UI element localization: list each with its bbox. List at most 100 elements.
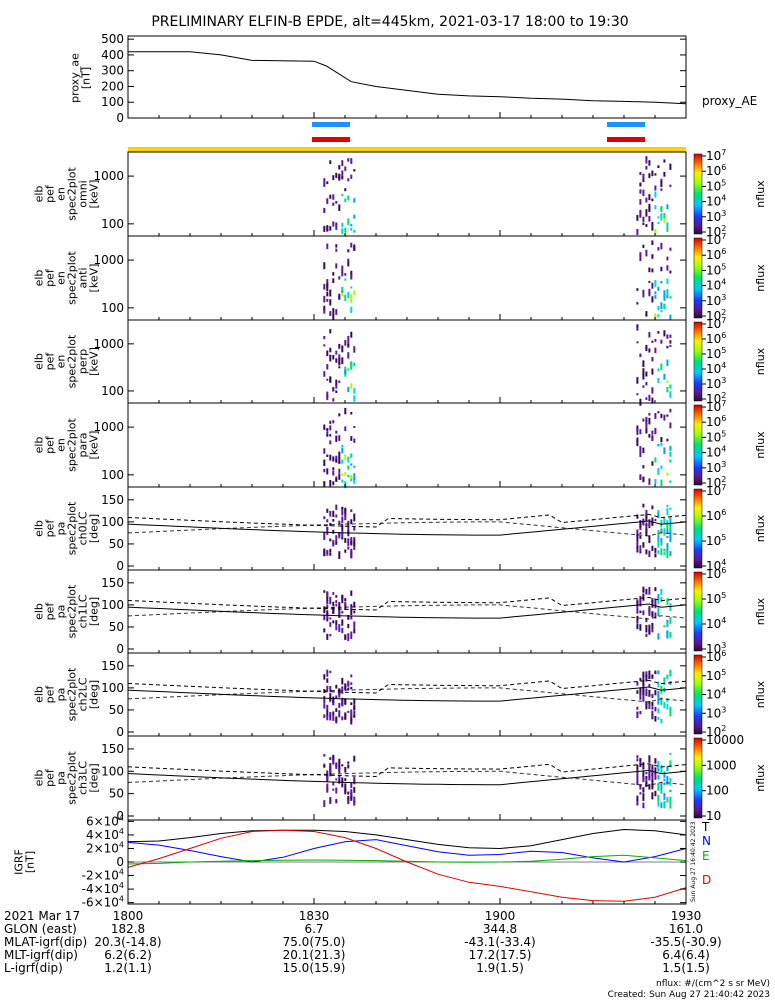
spectrogram-pixel [645, 346, 648, 352]
spectrogram-pixel [651, 296, 654, 303]
spectrogram-pixel [657, 535, 660, 542]
spectrogram-pixel [329, 425, 332, 431]
spectrogram-pixel [648, 394, 651, 401]
spectrogram-pixel [326, 428, 329, 431]
ae-ytick-label: 100 [101, 95, 124, 109]
spectrogram-pixel [666, 598, 669, 605]
spectrogram-pixel [338, 174, 341, 181]
spectrogram-pixel [338, 702, 341, 708]
spectrogram-pixel [654, 612, 657, 619]
ae-ytick-label: 0 [116, 111, 124, 125]
spectrogram-pixel [326, 527, 329, 530]
x-axis-info: 2021 Mar 17 1800 1830 1900 1930 GLON (east) 18… [4, 909, 722, 975]
spectrogram-pixel [669, 459, 672, 463]
spectrogram-pixel [666, 256, 669, 261]
spectrogram-pixel [323, 615, 326, 621]
spectrogram-pixel [344, 766, 347, 773]
anti-loss-cone-line [127, 679, 687, 694]
footer-created: Created: Sun Aug 27 21:40:42 2023 [608, 990, 770, 1000]
spectrogram-pixel [654, 228, 657, 235]
spectrogram-pixel [666, 535, 669, 539]
spectrogram-pixel [654, 518, 657, 522]
spectrogram-pixel [666, 334, 669, 339]
spectrogram-pixel [326, 669, 329, 677]
spectrogram-pixel [666, 359, 669, 366]
spectrogram-pixel [353, 362, 356, 366]
spectrogram-pixel [642, 447, 645, 453]
spectrogram-pixel [353, 715, 356, 718]
spectrogram-pixel [347, 546, 350, 550]
colorbar-tick-label: 102 [706, 224, 726, 239]
spec_para-frame [127, 402, 687, 488]
spectrogram-pixel [326, 181, 329, 185]
spectrogram-pixel [350, 296, 353, 303]
colorbar [693, 153, 703, 235]
spectrogram-pixel [660, 280, 663, 284]
spectrogram-pixel [648, 194, 651, 201]
spectrogram-pixel [651, 710, 654, 719]
spectrogram-pixel [332, 272, 335, 276]
spectrogram-pixel [347, 799, 350, 804]
spectrogram-pixel [663, 778, 666, 782]
spectrogram-pixel [332, 420, 335, 424]
spectrogram-pixel [332, 175, 335, 181]
spectrogram-pixel [645, 209, 648, 212]
spectrogram-pixel [663, 217, 666, 223]
spectrogram-pixel [654, 313, 657, 320]
pa-ytick-label: 100 [101, 515, 124, 529]
spectrogram-pixel [323, 606, 326, 614]
spectrogram-pixel [329, 548, 332, 553]
spectrogram-pixel [335, 358, 338, 363]
spectrogram-pixel [666, 345, 669, 349]
colorbar-tick-label: 106 [706, 331, 726, 346]
spectrogram-pixel [639, 189, 642, 194]
spectrogram-pixel [651, 770, 654, 777]
spectrogram-pixel [338, 691, 341, 698]
spectrogram-pixel [335, 542, 338, 545]
spectrogram-pixel [669, 632, 672, 638]
colorbar-tick-label: 107 [706, 316, 726, 331]
spectrogram-pixel [347, 710, 350, 713]
spec_perp-ylabel-line: perp [77, 349, 90, 374]
colorbar-label: nflux [754, 431, 767, 459]
spectrogram-pixel [332, 308, 335, 315]
spectrogram-pixel [654, 279, 657, 285]
spec_omni-ylabel-line: pef [44, 184, 57, 203]
spectrogram-pixel [642, 687, 645, 695]
spectrogram-pixel [335, 540, 338, 544]
ae-series-line [128, 51, 687, 105]
spectrogram-pixel [663, 771, 666, 778]
spectrogram-pixel [344, 549, 347, 553]
spectrogram-pixel [353, 395, 356, 402]
x-axis-row-value: 6.2(6.2) [104, 948, 152, 962]
spectrogram-pixel [669, 551, 672, 556]
x-axis-row-value: 6.4(6.4) [662, 948, 710, 962]
spectrogram-pixel [645, 427, 648, 434]
spectrogram-pixel [648, 684, 651, 687]
anti-loss-cone-line-2 [127, 521, 687, 537]
x-axis-tick-label: 1830 [299, 909, 330, 923]
spectrogram-pixel [657, 794, 660, 803]
spectrogram-pixel [660, 180, 663, 187]
spectrogram-pixel [350, 548, 353, 555]
spectrogram-pixel [651, 228, 654, 231]
loss-cone-line [127, 520, 687, 536]
spectrogram-pixel [666, 797, 669, 803]
spectrogram-pixel [636, 706, 639, 710]
spectrogram-pixel [648, 206, 651, 213]
ae-ytick-label: 400 [101, 48, 124, 62]
spectrogram-pixel [666, 380, 669, 384]
spectrogram-pixel [347, 761, 350, 764]
spectrogram-pixel [669, 536, 672, 543]
spectrogram-pixel [332, 314, 335, 320]
spectrogram-pixel [326, 715, 329, 721]
spectrogram-pixel [639, 595, 642, 601]
spectrogram-pixel [353, 698, 356, 705]
spectrogram-pixel [669, 523, 672, 526]
spec_anti-ylabel-line: pef [44, 268, 57, 287]
spectrogram-pixel [347, 796, 350, 801]
spectrogram-pixel [651, 792, 654, 800]
spectrogram-pixel [642, 802, 645, 809]
spectrogram-pixel [329, 686, 332, 693]
